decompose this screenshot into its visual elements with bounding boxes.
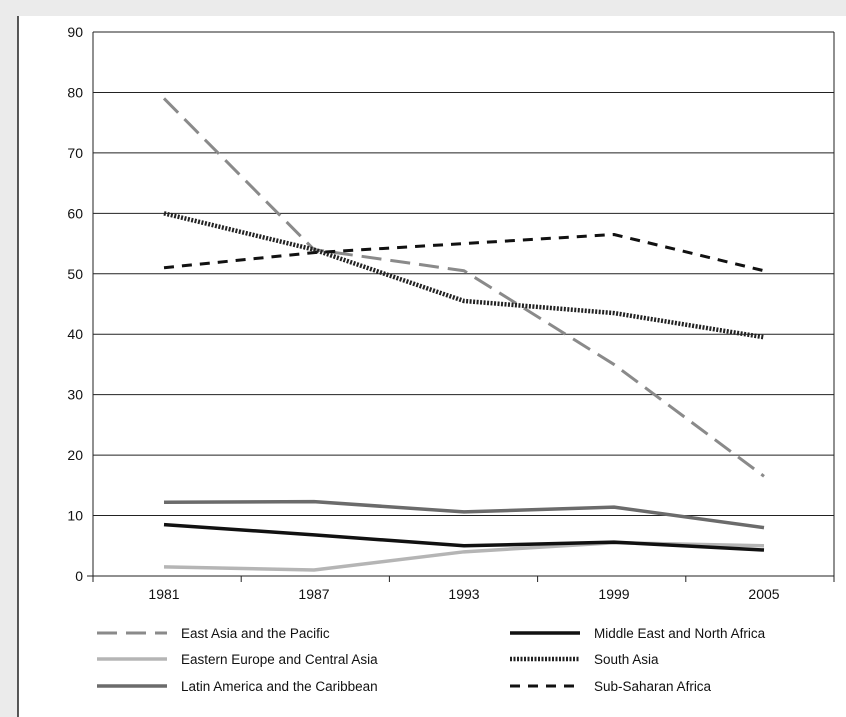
x-tick-label: 1987	[298, 586, 329, 602]
x-tick-label: 1999	[598, 586, 629, 602]
y-tick-label: 60	[67, 205, 83, 221]
y-tick-label: 40	[67, 326, 83, 342]
legend-label-sub-saharan-africa: Sub-Saharan Africa	[594, 679, 712, 694]
legend-label-middle-east-and-north-africa: Middle East and North Africa	[594, 626, 766, 641]
y-tick-label: 0	[75, 568, 83, 584]
x-tick-label: 2005	[748, 586, 779, 602]
y-tick-label: 80	[67, 84, 83, 100]
y-tick-label: 20	[67, 447, 83, 463]
x-tick-label: 1993	[448, 586, 479, 602]
y-tick-label: 10	[67, 508, 83, 524]
legend-label-south-asia: South Asia	[594, 652, 659, 667]
y-tick-label: 90	[67, 24, 83, 40]
y-tick-label: 50	[67, 266, 83, 282]
y-tick-label: 30	[67, 387, 83, 403]
x-tick-label: 1981	[148, 586, 179, 602]
series-line-south-asia	[163, 211, 765, 340]
legend-label-eastern-europe-and-central-asia: Eastern Europe and Central Asia	[181, 652, 378, 667]
legend-label-east-asia-and-the-pacific: East Asia and the Pacific	[181, 626, 330, 641]
series-line-latin-america-and-the-caribbean	[163, 499, 765, 530]
figure-panel	[18, 16, 846, 717]
legend-label-latin-america-and-the-caribbean: Latin America and the Caribbean	[181, 679, 378, 694]
series-line-middle-east-and-north-africa	[163, 522, 765, 552]
y-tick-label: 70	[67, 145, 83, 161]
series-line-east-asia-and-the-pacific	[162, 97, 765, 478]
